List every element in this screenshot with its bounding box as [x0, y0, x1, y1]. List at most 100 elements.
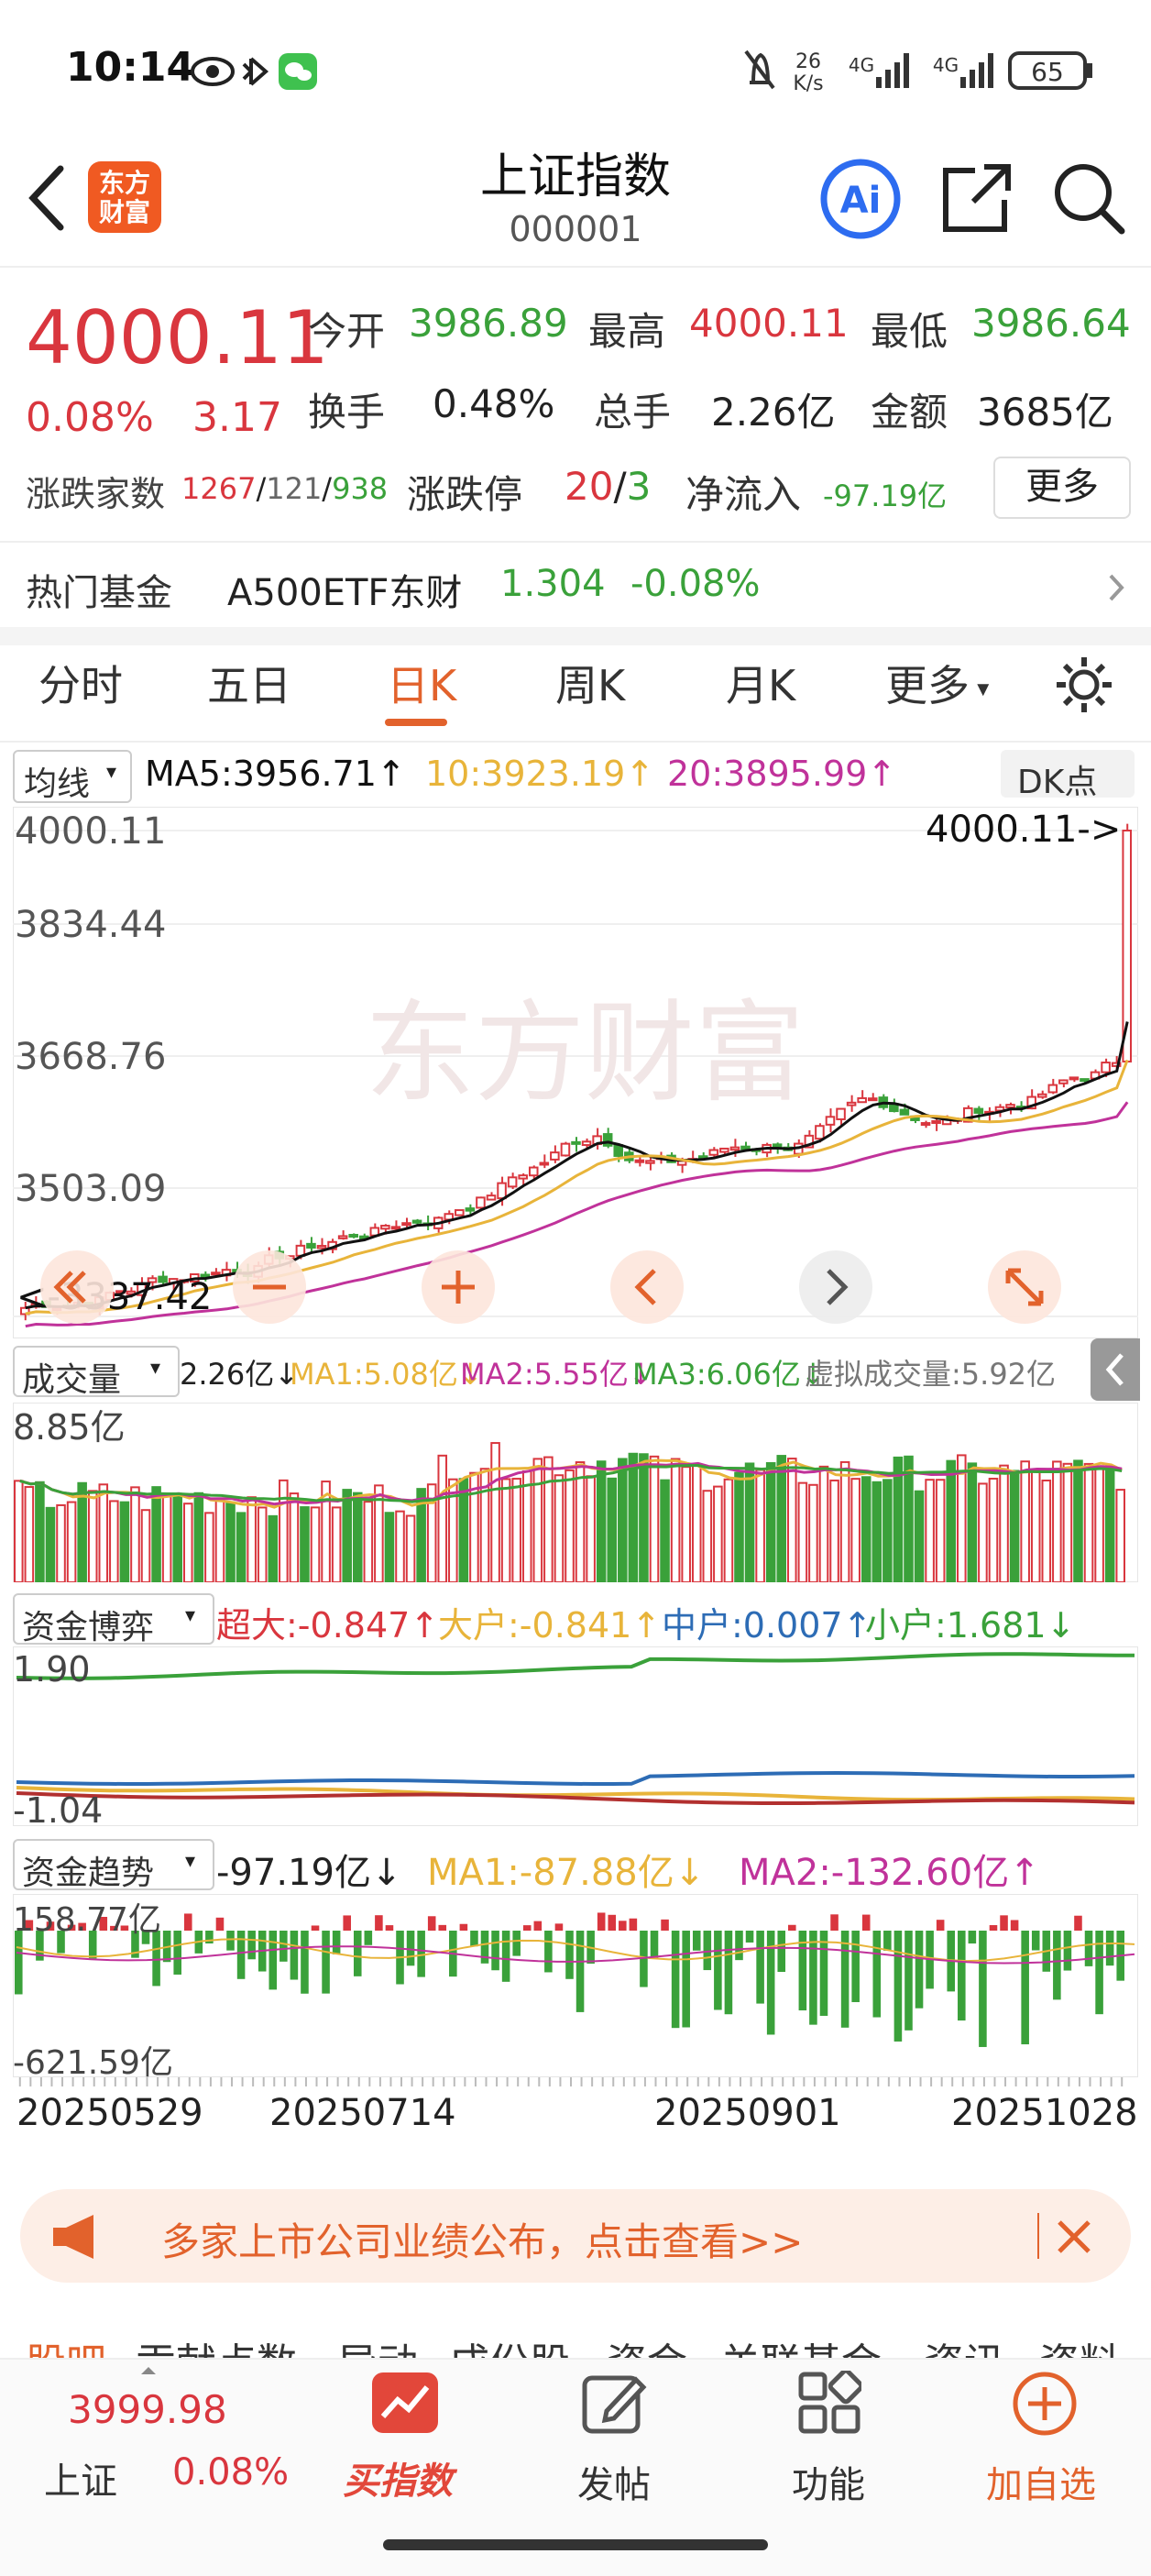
hot-fund-row[interactable]: 热门基金 A500ETF东财 1.304 -0.08%: [0, 543, 1151, 627]
nav-add-watchlist[interactable]: 加自选: [962, 2363, 1127, 2528]
fund-trend-bar: [968, 1931, 977, 1944]
volume-bar: [161, 1494, 172, 1582]
candle-body: [973, 1107, 984, 1114]
candle-body: [380, 1225, 390, 1230]
ai-icon[interactable]: Ai: [819, 158, 902, 240]
candle-body: [337, 1235, 348, 1239]
share-icon[interactable]: [938, 160, 1015, 237]
candle-body: [528, 1166, 539, 1177]
volume-bar: [1062, 1462, 1073, 1582]
volume-bar: [490, 1442, 500, 1582]
svg-text:Ai: Ai: [840, 180, 882, 222]
back-icon[interactable]: [24, 163, 70, 233]
volume-bar: [839, 1460, 850, 1582]
volume-bar: [660, 1479, 670, 1582]
subtab-related-funds[interactable]: 关联基金: [720, 2330, 882, 2358]
subtab-capital[interactable]: 资金: [607, 2330, 687, 2358]
dk-point-button[interactable]: DK点: [1001, 750, 1135, 801]
tab-more[interactable]: 更多 ▾: [885, 661, 990, 710]
fund-trend-bar: [78, 1922, 86, 1931]
fund-trend-bar: [427, 1916, 436, 1931]
fund-trend-bar: [735, 1931, 743, 1961]
tab-weekly-k[interactable]: 周K: [555, 661, 626, 710]
volume-selector[interactable]: 成交量 ▾: [13, 1346, 180, 1399]
hot-fund-label: 热门基金: [26, 572, 172, 614]
subtab-profile[interactable]: 资料: [1039, 2330, 1120, 2358]
y-tick-label: 4000.11: [15, 810, 166, 853]
candle-body: [815, 1125, 825, 1140]
candle-body: [931, 1119, 941, 1124]
subtab-movement[interactable]: 异动: [337, 2330, 418, 2358]
candle-body: [211, 1271, 221, 1276]
volume-bar: [109, 1500, 119, 1582]
search-icon[interactable]: [1048, 158, 1127, 237]
fund-trend-bar: [183, 1913, 192, 1931]
subtab-guba[interactable]: 股吧: [26, 2330, 106, 2358]
next-button[interactable]: [799, 1250, 872, 1324]
volume-bar: [565, 1469, 575, 1582]
prev-button[interactable]: [610, 1250, 684, 1324]
ma-selector[interactable]: 均线 ▾: [13, 750, 132, 803]
fund-trend-bar: [131, 1931, 139, 1958]
collapse-panel-button[interactable]: [1091, 1338, 1140, 1401]
volume-bar: [236, 1512, 247, 1582]
volume-bar: [521, 1470, 532, 1582]
subtab-news[interactable]: 资讯: [924, 2330, 1004, 2358]
mute-icon: [744, 50, 775, 90]
rewind-button[interactable]: [40, 1250, 114, 1324]
fund-trend-bar: [36, 1931, 44, 1961]
fund-trend-bar: [15, 1931, 23, 1995]
subtab-contribution[interactable]: 贡献点数: [136, 2330, 297, 2358]
fund-game-selector[interactable]: 资金博弈 ▾: [13, 1593, 214, 1646]
nav-buy-index[interactable]: 买指数: [330, 2363, 477, 2528]
fund-trend-bar: [1074, 1915, 1082, 1931]
volume-bar: [352, 1492, 363, 1582]
sub-tabs: 股吧 贡献点数 异动 成份股 资金 关联基金 资讯 资料: [0, 2319, 1151, 2358]
kline-chart[interactable]: 东方财富 4000.11 3834.44 3668.76 3503.09 4000.1…: [13, 807, 1138, 1338]
fullscreen-button[interactable]: [988, 1250, 1061, 1324]
tab-five-day[interactable]: 五日: [207, 661, 291, 710]
candle-body: [158, 1275, 168, 1283]
y-tick-label: 3834.44: [15, 904, 166, 946]
edit-icon: [582, 2375, 647, 2434]
fund-trend-selector[interactable]: 资金趋势 ▾: [13, 1839, 214, 1892]
nav-post[interactable]: 发帖: [550, 2363, 678, 2528]
more-quote-button[interactable]: 更多: [993, 457, 1131, 519]
fund-trend-bar: [311, 1925, 320, 1931]
volume-bar: [618, 1458, 628, 1582]
candle-body: [497, 1182, 507, 1200]
volume-chart[interactable]: 8.85亿: [13, 1403, 1138, 1582]
zoom-in-button[interactable]: [422, 1250, 495, 1324]
svg-text:K/s: K/s: [793, 72, 823, 95]
volume-bar: [850, 1478, 861, 1582]
fund-trend-y-min: -621.59亿: [13, 2044, 173, 2077]
tab-monthly-k[interactable]: 月K: [726, 661, 796, 710]
announcement-banner[interactable]: [20, 2189, 1131, 2283]
fund-trend-bar: [597, 1912, 606, 1931]
nav-functions[interactable]: 功能: [764, 2363, 893, 2528]
open-label: 今开: [308, 309, 386, 354]
fund-trend-bar: [619, 1921, 627, 1931]
banner-text[interactable]: 多家上市公司业绩公布，点击查看>>: [161, 2219, 804, 2264]
subtab-constituents[interactable]: 成份股: [449, 2330, 570, 2358]
fund-trend-bar: [544, 1931, 553, 1973]
fund-trend-bar: [46, 1921, 55, 1931]
tab-daily-k[interactable]: 日K: [387, 661, 457, 710]
nav-index-quote[interactable]: 3999.98 上证 0.08%: [0, 2358, 302, 2532]
close-icon[interactable]: [1056, 2218, 1092, 2255]
fund-trend-chart[interactable]: 158.77亿 -621.59亿: [13, 1894, 1138, 2077]
fund-trend-bar: [565, 1931, 574, 1979]
volume-bar: [151, 1486, 161, 1582]
high-value: 4000.11: [689, 301, 849, 346]
volume-bar: [787, 1458, 797, 1582]
volume-bar: [861, 1476, 871, 1582]
fund-trend-bar: [226, 1931, 235, 1951]
fund-game-chart[interactable]: 1.90 -1.04: [13, 1646, 1138, 1826]
settings-icon[interactable]: [1054, 655, 1114, 715]
turnover-value: 0.48%: [433, 381, 555, 426]
fund-trend-bar: [406, 1931, 415, 1966]
zoom-out-button[interactable]: [233, 1250, 306, 1324]
ma5-line: [25, 1021, 1129, 1310]
volume-bar: [1020, 1460, 1030, 1582]
tab-intraday[interactable]: 分时: [38, 661, 123, 710]
